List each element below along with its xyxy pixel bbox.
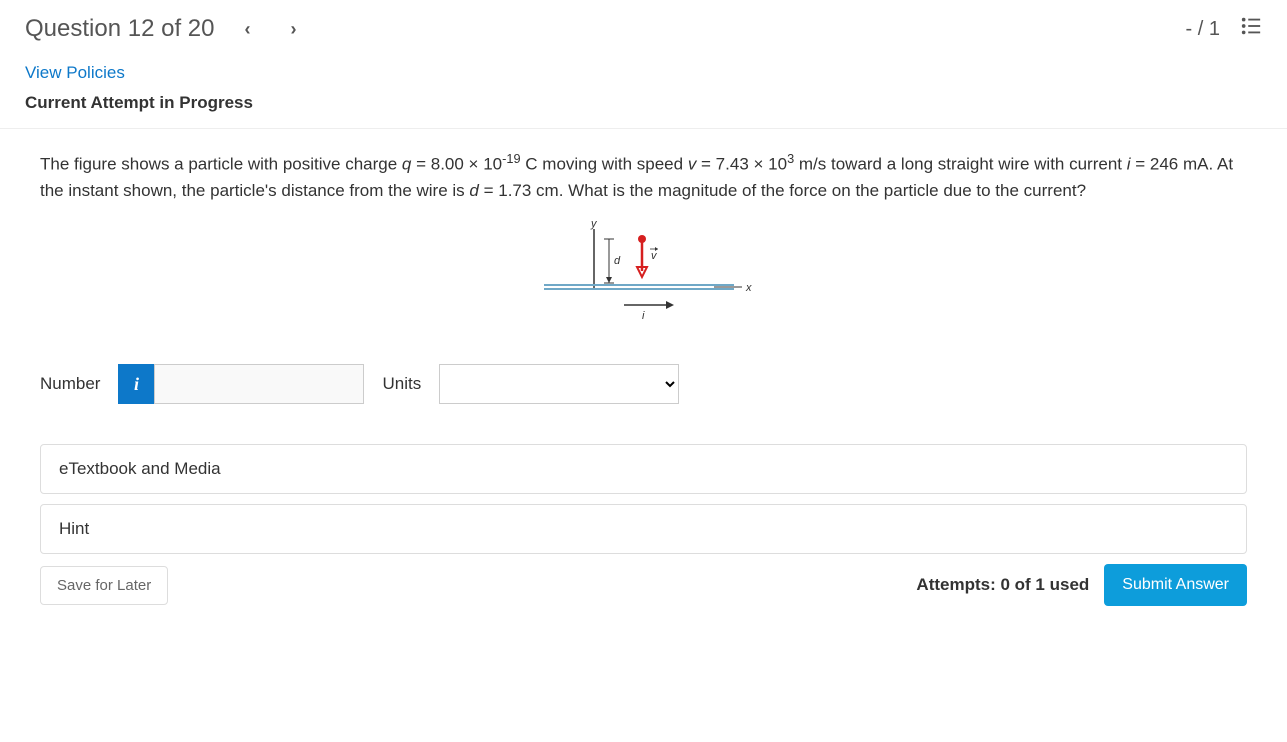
units-label: Units	[382, 374, 421, 394]
problem-text: The figure shows a particle with positiv…	[40, 149, 1247, 204]
answer-row: Number i Units	[40, 364, 1247, 404]
d-label: d	[614, 255, 621, 267]
hint-accordion[interactable]: Hint	[40, 504, 1247, 554]
footer-right: Attempts: 0 of 1 used Submit Answer	[916, 564, 1247, 606]
next-question-button[interactable]: ›	[280, 19, 306, 40]
x-axis-label: x	[745, 282, 752, 294]
number-input-group: i	[118, 364, 364, 404]
score-display: - / 1	[1186, 18, 1220, 41]
submit-answer-button[interactable]: Submit Answer	[1104, 564, 1247, 606]
number-label: Number	[40, 374, 100, 394]
header-right: - / 1	[1186, 15, 1262, 43]
view-policies-link[interactable]: View Policies	[25, 63, 125, 83]
y-axis-label: y	[590, 219, 598, 230]
header-left: Question 12 of 20 ‹ ›	[25, 15, 306, 43]
footer-row: Save for Later Attempts: 0 of 1 used Sub…	[40, 564, 1247, 606]
problem-figure: y x d v i	[40, 219, 1247, 334]
info-icon[interactable]: i	[118, 364, 154, 404]
save-for-later-button[interactable]: Save for Later	[40, 566, 168, 605]
question-header: Question 12 of 20 ‹ › - / 1	[0, 0, 1287, 58]
question-list-icon[interactable]	[1240, 15, 1262, 43]
v-label: v	[651, 250, 658, 262]
question-content: The figure shows a particle with positiv…	[0, 129, 1287, 631]
number-input[interactable]	[154, 364, 364, 404]
prev-question-button[interactable]: ‹	[234, 19, 260, 40]
attempt-status: Current Attempt in Progress	[25, 93, 1262, 113]
meta-bar: View Policies Current Attempt in Progres…	[0, 58, 1287, 129]
attempts-text: Attempts: 0 of 1 used	[916, 575, 1089, 595]
i-label: i	[642, 310, 645, 322]
etextbook-accordion[interactable]: eTextbook and Media	[40, 444, 1247, 494]
question-title: Question 12 of 20	[25, 15, 214, 43]
units-select[interactable]	[439, 364, 679, 404]
